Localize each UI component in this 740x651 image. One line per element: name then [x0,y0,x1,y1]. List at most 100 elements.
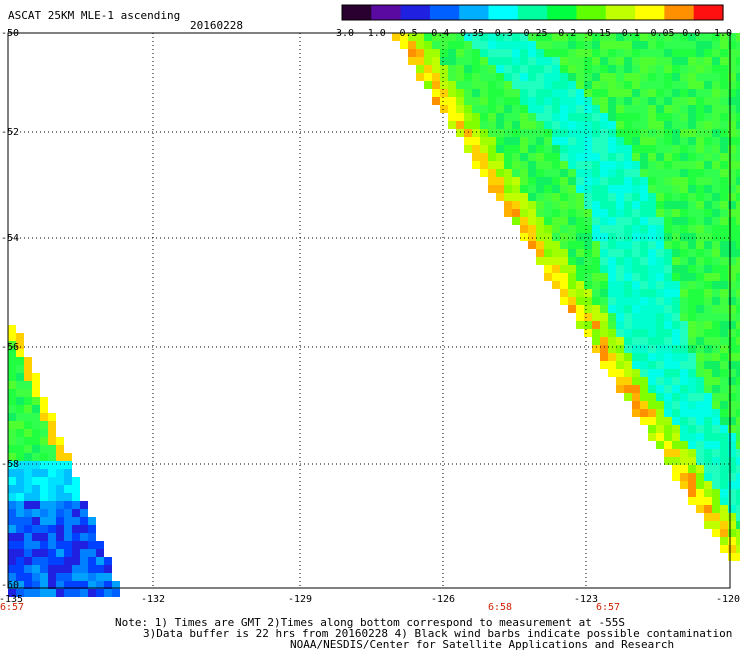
swath-pixel [432,89,440,97]
swath-pixel [648,289,656,297]
swath-pixel [608,169,616,177]
swath-pixel [616,369,624,377]
swath-pixel [536,113,544,121]
swath-pixel [584,217,592,225]
swath-pixel [696,65,704,73]
swath-pixel [728,505,736,513]
swath-pixel [640,169,648,177]
swath-pixel [496,65,504,73]
swath-pixel [472,113,480,121]
swath-pixel [640,137,648,145]
swath-pixel [472,73,480,81]
swath-pixel [456,81,464,89]
swath-pixel [640,65,648,73]
swath-pixel [728,353,736,361]
swath-pixel [672,137,680,145]
swath-pixel [704,353,712,361]
swath-pixel [40,477,48,485]
swath-pixel [728,249,736,257]
swath-pixel [600,57,608,65]
swath-pixel [32,493,40,501]
swath-pixel [632,321,640,329]
swath-pixel [712,193,720,201]
swath-pixel [656,225,664,233]
swath-pixel [648,161,656,169]
swath-pixel [456,129,464,137]
swath-pixel [488,129,496,137]
swath-pixel [584,297,592,305]
swath-pixel [616,289,624,297]
swath-pixel [720,233,728,241]
swath-pixel [720,65,728,73]
swath-pixel [32,501,40,509]
swath-pixel [704,497,712,505]
swath-pixel [720,137,728,145]
swath-pixel [552,193,560,201]
swath-pixel [496,113,504,121]
swath-pixel [608,57,616,65]
swath-pixel [488,121,496,129]
swath-pixel [608,249,616,257]
swath-pixel [88,517,96,525]
swath-pixel [632,105,640,113]
swath-pixel [488,49,496,57]
colorbar-label: -0.15 [580,28,612,39]
swath-pixel [488,89,496,97]
swath-pixel [600,305,608,313]
swath-pixel [536,81,544,89]
swath-pixel [616,33,624,41]
swath-pixel [488,33,496,41]
swath-pixel [696,489,704,497]
swath-pixel [656,337,664,345]
swath-pixel [656,385,664,393]
swath-pixel [728,217,736,225]
swath-pixel [664,193,672,201]
swath-pixel [664,433,672,441]
swath-pixel [528,89,536,97]
swath-pixel [720,249,728,257]
swath-pixel [88,525,96,533]
swath-pixel [512,33,520,41]
swath-pixel [640,209,648,217]
swath-pixel [632,241,640,249]
swath-pixel [576,177,584,185]
swath-pixel [648,305,656,313]
swath-pixel [640,41,648,49]
swath-pixel [648,65,656,73]
swath-pixel [80,565,88,573]
swath-pixel [528,241,536,249]
swath-pixel [440,73,448,81]
swath-pixel [664,369,672,377]
swath-pixel [648,249,656,257]
swath-pixel [480,57,488,65]
swath-pixel [424,81,432,89]
swath-pixel [64,573,72,581]
swath-pixel [712,497,720,505]
swath-pixel [568,177,576,185]
swath-pixel [576,113,584,121]
swath-pixel [648,113,656,121]
swath-pixel [720,545,728,553]
swath-pixel [48,485,56,493]
swath-pixel [728,441,736,449]
swath-pixel [600,97,608,105]
swath-pixel [520,209,528,217]
swath-pixel [584,305,592,313]
swath-pixel [624,209,632,217]
swath-pixel [672,257,680,265]
swath-pixel [640,353,648,361]
swath-pixel [632,89,640,97]
swath-pixel [728,113,736,121]
swath-pixel [600,89,608,97]
swath-pixel [736,145,740,153]
swath-pixel [592,281,600,289]
swath-pixel [720,329,728,337]
swath-pixel [688,369,696,377]
swath-pixel [488,65,496,73]
swath-pixel [592,73,600,81]
swath-pixel [736,209,740,217]
swath-pixel [712,481,720,489]
swath-pixel [592,113,600,121]
swath-pixel [72,557,80,565]
swath-pixel [424,49,432,57]
